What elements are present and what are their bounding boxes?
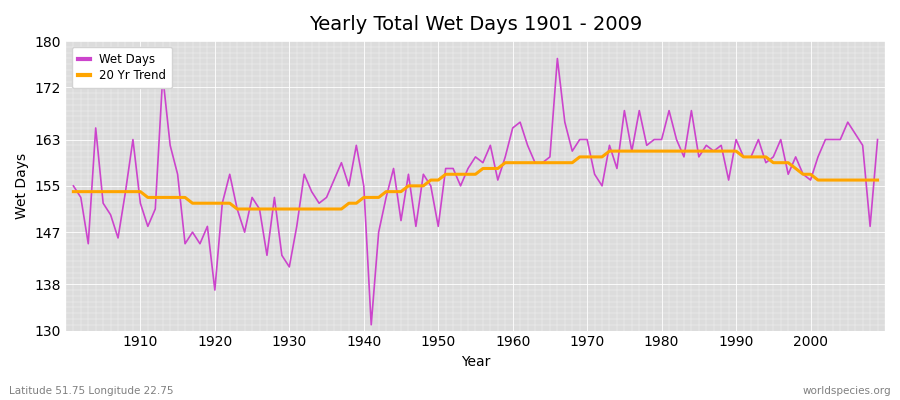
- Wet Days: [292, 224, 302, 229]
- Wet Days: [872, 137, 883, 142]
- 20 Yr Trend: [508, 160, 518, 165]
- Legend: Wet Days, 20 Yr Trend: Wet Days, 20 Yr Trend: [72, 47, 172, 88]
- Wet Days: [336, 160, 346, 165]
- Wet Days: [552, 56, 562, 61]
- Wet Days: [128, 137, 139, 142]
- Title: Yearly Total Wet Days 1901 - 2009: Yearly Total Wet Days 1901 - 2009: [309, 15, 642, 34]
- 20 Yr Trend: [515, 160, 526, 165]
- 20 Yr Trend: [872, 178, 883, 182]
- 20 Yr Trend: [604, 149, 615, 154]
- 20 Yr Trend: [344, 201, 355, 206]
- 20 Yr Trend: [299, 207, 310, 212]
- Text: Latitude 51.75 Longitude 22.75: Latitude 51.75 Longitude 22.75: [9, 386, 174, 396]
- 20 Yr Trend: [611, 149, 622, 154]
- Wet Days: [515, 120, 526, 124]
- Wet Days: [508, 126, 518, 130]
- X-axis label: Year: Year: [461, 355, 491, 369]
- 20 Yr Trend: [68, 189, 79, 194]
- 20 Yr Trend: [232, 207, 243, 212]
- 20 Yr Trend: [128, 189, 139, 194]
- Wet Days: [365, 322, 376, 327]
- Line: 20 Yr Trend: 20 Yr Trend: [74, 151, 878, 209]
- Wet Days: [611, 166, 622, 171]
- Line: Wet Days: Wet Days: [74, 58, 878, 325]
- Wet Days: [68, 184, 79, 188]
- Text: worldspecies.org: worldspecies.org: [803, 386, 891, 396]
- Y-axis label: Wet Days: Wet Days: [15, 153, 29, 219]
